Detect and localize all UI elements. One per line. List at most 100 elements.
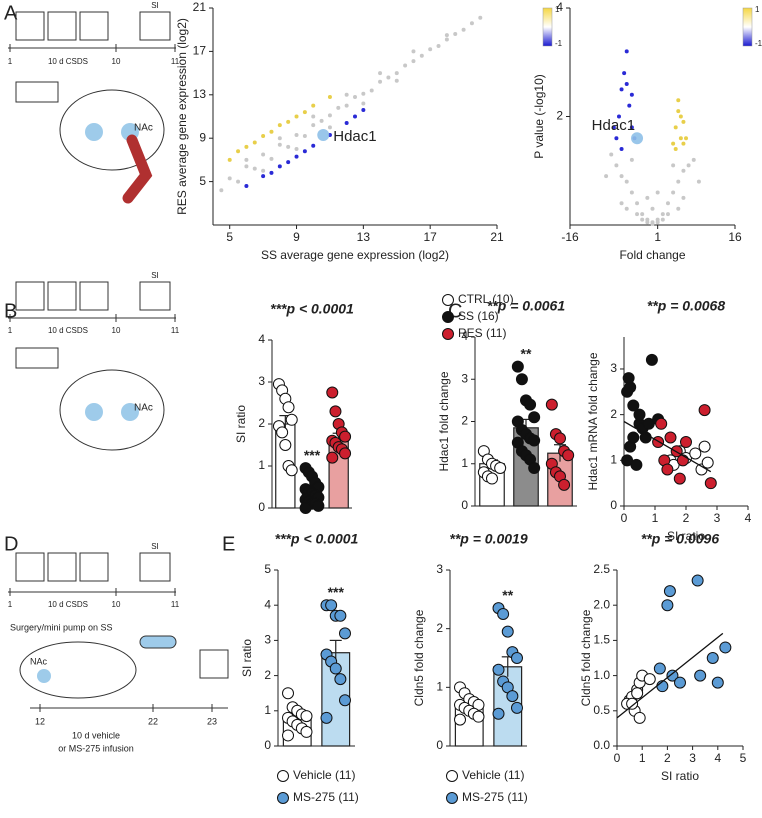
data-point: [528, 461, 541, 474]
data-point: [665, 201, 670, 206]
y-axis-label: SI ratio: [240, 639, 254, 677]
data-point: [627, 399, 640, 412]
data-point: [635, 212, 640, 217]
data-point: [645, 220, 650, 225]
data-point: [506, 690, 519, 703]
infusion-label: 10 d vehicle: [72, 730, 120, 740]
data-point: [492, 707, 505, 720]
y-tick-label: 2: [461, 414, 468, 428]
chart-title: **p = 0.0096: [641, 531, 719, 547]
data-point: [676, 454, 689, 467]
y-axis-label: Cldn5 fold change: [579, 609, 593, 706]
si-label: SI: [151, 542, 159, 551]
day-label: 22: [148, 716, 158, 726]
data-point: [244, 157, 249, 162]
y-tick-label: 1: [258, 458, 265, 472]
y-tick-label: 5: [264, 562, 271, 576]
data-point: [680, 436, 692, 449]
y-axis-label: RES average gene expression (log2): [175, 18, 189, 215]
y-tick-label: 3: [461, 371, 468, 385]
data-point: [325, 599, 338, 612]
data-point: [300, 725, 313, 738]
y-tick-label: 3: [436, 562, 443, 576]
y-tick-label: 3: [264, 633, 271, 647]
data-point: [627, 103, 632, 108]
data-point: [681, 119, 686, 124]
data-point: [665, 212, 670, 217]
data-point: [630, 458, 643, 471]
data-point: [286, 119, 291, 124]
data-point: [664, 431, 677, 444]
x-tick-label: 21: [490, 230, 504, 244]
data-point: [528, 434, 541, 447]
data-point: [660, 212, 665, 217]
data-point: [678, 136, 683, 141]
data-point: [624, 179, 629, 184]
data-point: [261, 152, 266, 157]
y-tick-label: 2.5: [593, 562, 610, 576]
data-point: [361, 101, 366, 106]
data-point: [619, 87, 624, 92]
data-point: [294, 114, 299, 119]
data-point: [673, 147, 678, 152]
csds-label: 10 d CSDS: [48, 600, 88, 609]
data-point: [369, 88, 374, 93]
day-label: 1: [8, 326, 13, 335]
diagram-b: B SI 1 10 d CSDS 10 11 NAc C: [4, 271, 462, 451]
data-point: [666, 669, 679, 682]
data-point: [329, 405, 342, 418]
data-point: [673, 125, 678, 130]
x-tick-label: 2: [664, 751, 671, 765]
trend-line: [616, 632, 724, 719]
data-point: [492, 663, 505, 676]
significance: ***: [328, 584, 345, 600]
data-point: [643, 673, 656, 686]
trend-line: [623, 420, 712, 473]
data-point: [344, 103, 349, 108]
x-tick-label: 1: [652, 511, 659, 525]
data-point: [285, 413, 298, 426]
data-point: [650, 221, 655, 226]
data-point: [689, 447, 702, 460]
data-point: [678, 114, 683, 119]
day-label: 1: [8, 600, 13, 609]
data-point: [627, 431, 640, 444]
highlight-label: Hdac1: [333, 128, 376, 145]
data-point: [394, 78, 399, 83]
data-point: [394, 71, 399, 76]
y-tick-label: 0: [610, 498, 617, 512]
data-point: [227, 157, 232, 162]
y-tick-label: 1: [461, 456, 468, 470]
x-tick-label: 1: [639, 751, 646, 765]
x-axis-label: SS average gene expression (log2): [261, 248, 449, 262]
data-point: [286, 144, 291, 149]
data-point: [706, 652, 719, 664]
x-tick-label: 3: [689, 751, 696, 765]
panel-letter: A: [4, 2, 18, 24]
data-point: [635, 201, 640, 206]
data-point: [660, 217, 665, 222]
data-point: [277, 142, 282, 147]
data-point: [501, 625, 514, 638]
data-point: [339, 447, 352, 460]
data-point: [629, 125, 634, 130]
data-point: [436, 43, 441, 48]
data-point: [528, 411, 541, 424]
data-point: [311, 123, 316, 128]
significance: ***: [304, 447, 321, 463]
data-point: [411, 59, 416, 64]
data-point: [655, 190, 660, 195]
data-point: [619, 147, 624, 152]
data-point: [545, 398, 558, 411]
data-point: [327, 94, 332, 99]
data-point: [261, 134, 266, 139]
data-point: [252, 140, 257, 145]
data-point: [419, 53, 424, 58]
data-point: [645, 353, 658, 366]
data-point: [311, 114, 316, 119]
infusion-label: or MS-275 infusion: [58, 743, 134, 753]
y-axis-label: Cldn5 fold change: [412, 609, 426, 706]
si-label: SI: [151, 271, 159, 280]
data-point: [339, 430, 352, 443]
y-tick-label: 0: [264, 738, 271, 752]
